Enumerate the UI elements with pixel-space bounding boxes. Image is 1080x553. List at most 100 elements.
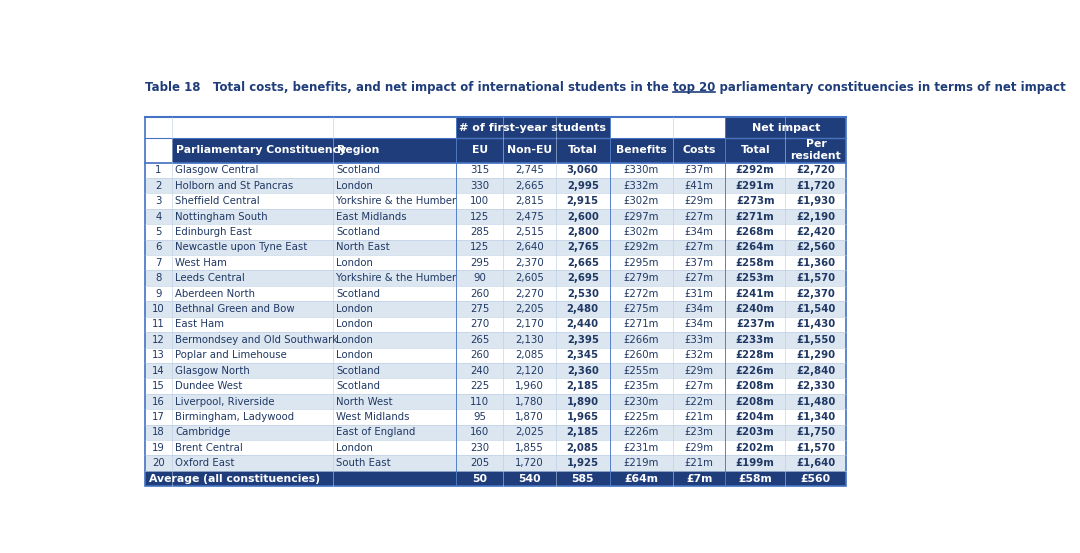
Text: £233m: £233m — [735, 335, 774, 345]
Text: Holborn and St Pancras: Holborn and St Pancras — [175, 181, 294, 191]
Text: £237m: £237m — [735, 320, 774, 330]
Text: £27m: £27m — [685, 273, 714, 283]
Text: Sheffield Central: Sheffield Central — [175, 196, 260, 206]
FancyBboxPatch shape — [725, 117, 847, 138]
Text: £302m: £302m — [624, 196, 659, 206]
Text: Parliamentary Constituency: Parliamentary Constituency — [176, 145, 347, 155]
Text: 2,170: 2,170 — [515, 320, 544, 330]
Text: 125: 125 — [470, 242, 489, 252]
FancyBboxPatch shape — [145, 409, 847, 425]
Text: 125: 125 — [470, 212, 489, 222]
Text: 2,185: 2,185 — [567, 427, 599, 437]
FancyBboxPatch shape — [145, 163, 847, 178]
Text: Leeds Central: Leeds Central — [175, 273, 245, 283]
Text: London: London — [336, 350, 373, 360]
FancyBboxPatch shape — [673, 138, 725, 163]
Text: Table 18   Total costs, benefits, and net impact of international students in th: Table 18 Total costs, benefits, and net … — [145, 81, 1066, 94]
Text: £279m: £279m — [623, 273, 659, 283]
Text: North West: North West — [336, 397, 392, 406]
Text: 2,085: 2,085 — [567, 443, 598, 453]
Text: £295m: £295m — [623, 258, 659, 268]
Text: Net impact: Net impact — [752, 123, 820, 133]
FancyBboxPatch shape — [172, 138, 333, 163]
Text: 265: 265 — [470, 335, 489, 345]
Text: £1,540: £1,540 — [796, 304, 836, 314]
Text: 2,665: 2,665 — [515, 181, 544, 191]
Text: £2,560: £2,560 — [796, 242, 836, 252]
Text: 11: 11 — [152, 320, 165, 330]
FancyBboxPatch shape — [609, 138, 673, 163]
Text: £302m: £302m — [624, 227, 659, 237]
FancyBboxPatch shape — [457, 117, 609, 138]
Text: £226m: £226m — [623, 427, 659, 437]
Text: East of England: East of England — [336, 427, 415, 437]
Text: 1,870: 1,870 — [515, 412, 544, 422]
Text: London: London — [336, 443, 373, 453]
Text: 12: 12 — [152, 335, 165, 345]
Text: 275: 275 — [470, 304, 489, 314]
FancyBboxPatch shape — [503, 138, 556, 163]
Text: 2,800: 2,800 — [567, 227, 598, 237]
Text: £33m: £33m — [685, 335, 714, 345]
Text: Scotland: Scotland — [336, 381, 380, 391]
Text: £203m: £203m — [735, 427, 774, 437]
Text: 205: 205 — [470, 458, 489, 468]
Text: 160: 160 — [470, 427, 489, 437]
Text: 1,890: 1,890 — [567, 397, 598, 406]
Text: 260: 260 — [470, 289, 489, 299]
Text: 1,960: 1,960 — [515, 381, 544, 391]
Text: £253m: £253m — [735, 273, 774, 283]
FancyBboxPatch shape — [145, 194, 847, 209]
Text: 2,640: 2,640 — [515, 242, 544, 252]
Text: £64m: £64m — [624, 473, 659, 483]
FancyBboxPatch shape — [457, 138, 503, 163]
FancyBboxPatch shape — [145, 440, 847, 456]
FancyBboxPatch shape — [145, 286, 847, 301]
Text: 110: 110 — [470, 397, 489, 406]
Text: 2,270: 2,270 — [515, 289, 544, 299]
Text: £1,480: £1,480 — [796, 397, 836, 406]
Text: 17: 17 — [152, 412, 165, 422]
FancyBboxPatch shape — [333, 138, 457, 163]
Text: 2,530: 2,530 — [567, 289, 598, 299]
Text: 315: 315 — [470, 165, 489, 175]
Text: 2,440: 2,440 — [567, 320, 598, 330]
Text: £2,330: £2,330 — [796, 381, 836, 391]
Text: Total: Total — [741, 145, 770, 155]
Text: £292m: £292m — [623, 242, 659, 252]
Text: 2,815: 2,815 — [515, 196, 544, 206]
Text: £226m: £226m — [735, 366, 774, 375]
Text: 6: 6 — [156, 242, 162, 252]
Text: 2,120: 2,120 — [515, 366, 544, 375]
Text: £31m: £31m — [685, 289, 714, 299]
Text: £271m: £271m — [623, 320, 659, 330]
Text: 13: 13 — [152, 350, 165, 360]
Text: £291m: £291m — [735, 181, 774, 191]
Text: 240: 240 — [470, 366, 489, 375]
Text: £21m: £21m — [685, 458, 714, 468]
Text: 2,370: 2,370 — [515, 258, 544, 268]
Text: 1,965: 1,965 — [567, 412, 598, 422]
FancyBboxPatch shape — [145, 270, 847, 286]
Text: £1,570: £1,570 — [796, 273, 836, 283]
Text: £560: £560 — [801, 473, 831, 483]
Text: £37m: £37m — [685, 165, 714, 175]
Text: EU: EU — [472, 145, 488, 155]
Text: Scotland: Scotland — [336, 227, 380, 237]
Text: £208m: £208m — [735, 397, 774, 406]
Text: £58m: £58m — [739, 473, 772, 483]
Text: East Ham: East Ham — [175, 320, 225, 330]
FancyBboxPatch shape — [145, 456, 847, 471]
Text: 2,360: 2,360 — [567, 366, 598, 375]
Text: Bermondsey and Old Southwark: Bermondsey and Old Southwark — [175, 335, 338, 345]
Text: Total: Total — [568, 145, 597, 155]
Text: £41m: £41m — [685, 181, 714, 191]
Text: £330m: £330m — [624, 165, 659, 175]
Text: £297m: £297m — [623, 212, 659, 222]
Text: £202m: £202m — [735, 443, 774, 453]
Text: £241m: £241m — [735, 289, 774, 299]
Text: 16: 16 — [152, 397, 165, 406]
Text: £1,290: £1,290 — [796, 350, 836, 360]
Text: 2,605: 2,605 — [515, 273, 544, 283]
Text: 1,925: 1,925 — [567, 458, 598, 468]
